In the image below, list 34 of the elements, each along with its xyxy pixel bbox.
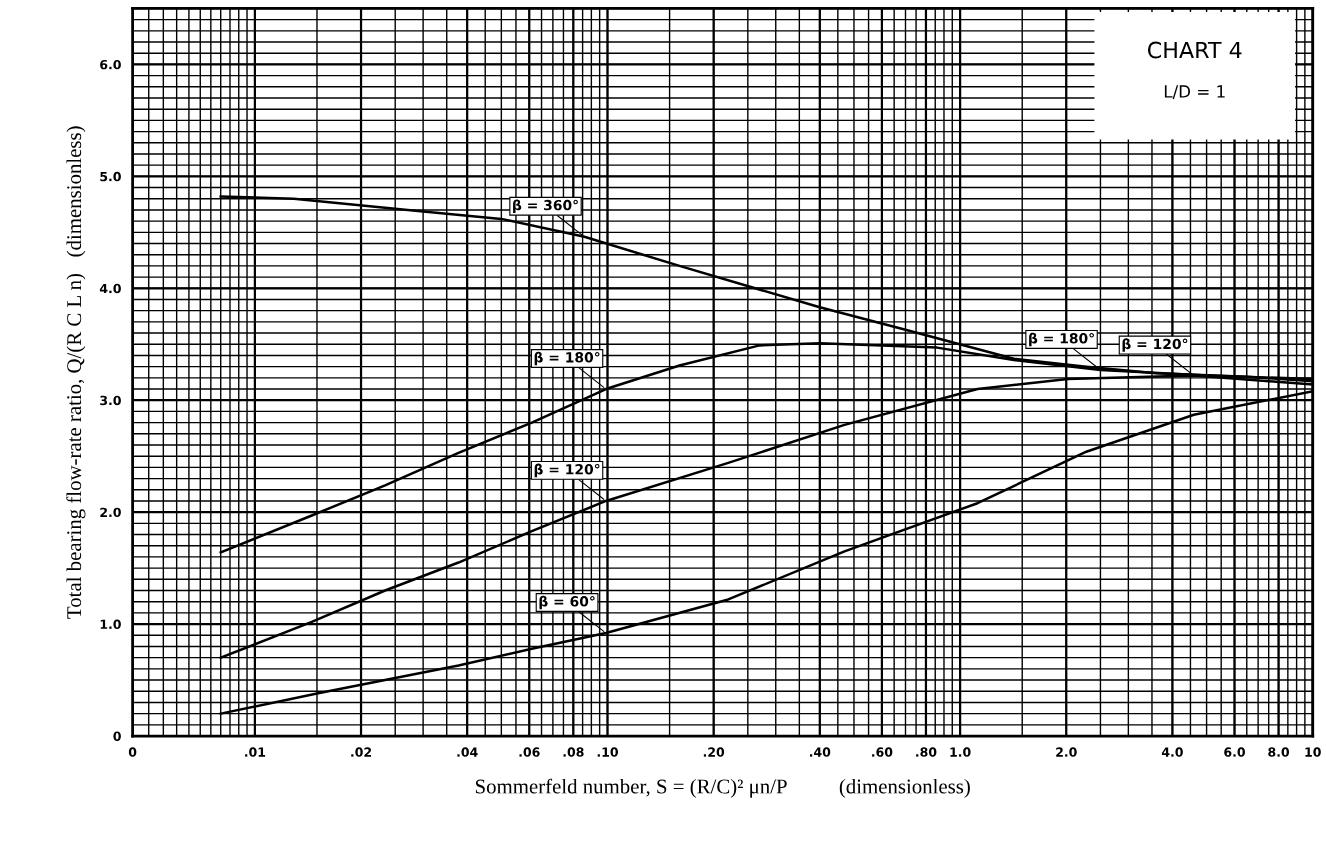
annotation: β = 120° (534, 463, 600, 478)
annotation: β = 180° (1029, 332, 1094, 347)
y-tick-label: 4.0 (99, 283, 121, 294)
x-tick-label: .40 (810, 747, 831, 757)
y-tick-label: 0 (113, 731, 121, 741)
y-tick-label: 3.0 (100, 395, 121, 406)
x-tick-label: .04 (457, 747, 478, 757)
y-tick-label: 1.0 (100, 619, 121, 630)
x-tick-label: .10 (597, 747, 618, 757)
x-tick-label: .02 (351, 747, 372, 757)
annotation: L/D = 1 (1164, 85, 1225, 100)
x-tick-label: 2.0 (1056, 747, 1077, 757)
annotation: β = 120° (1122, 338, 1188, 352)
y-axis-title: Total bearing flow-rate ratio, Q/(R C L n) (dimensionless) (66, 126, 86, 619)
y-tick-label: 6.0 (100, 59, 121, 70)
x-tick-label: .80 (916, 747, 937, 757)
x-tick-label: 1.0 (950, 747, 971, 757)
y-tick-label: 2.0 (100, 507, 121, 518)
x-tick-label: 8.0 (1268, 747, 1290, 757)
x-tick-label: 10 (1305, 747, 1321, 757)
x-tick-label: 0 (128, 747, 137, 757)
annotation: β = 360° (513, 199, 578, 214)
x-tick-label: .60 (872, 747, 893, 757)
x-tick-label: .20 (703, 747, 725, 757)
x-axis-title: Sommerfeld number, S = (R/C)² μn/P (dimensionless) (475, 778, 970, 798)
annotation: β = 180° (534, 351, 600, 366)
x-tick-label: 4.0 (1161, 747, 1183, 757)
x-tick-label: .06 (519, 747, 540, 757)
x-tick-label: 6.0 (1224, 747, 1245, 757)
annotation: CHART 4 (1147, 41, 1242, 59)
x-tick-label: .08 (563, 747, 584, 757)
x-tick-label: .01 (245, 747, 266, 757)
y-tick-label: 5.0 (100, 171, 121, 182)
annotation: β = 60° (539, 595, 595, 610)
